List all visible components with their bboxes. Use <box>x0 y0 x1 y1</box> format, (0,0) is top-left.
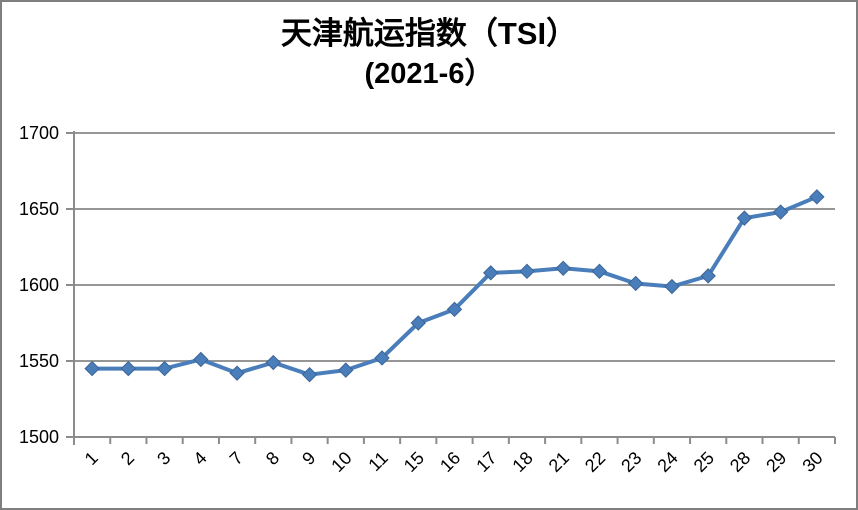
data-point-marker <box>483 265 499 281</box>
data-point-marker <box>446 301 463 318</box>
x-tick-label: 9 <box>298 448 319 469</box>
x-tick-label: 4 <box>189 448 210 469</box>
x-tick-label: 21 <box>545 448 573 476</box>
data-point-marker <box>374 350 390 366</box>
data-point-marker <box>193 351 209 368</box>
data-point-marker <box>229 365 245 381</box>
x-tick-label: 28 <box>726 448 754 476</box>
data-point-marker <box>410 315 426 331</box>
data-point-marker <box>519 263 535 280</box>
x-tick-label: 3 <box>153 448 174 469</box>
x-tick-label: 30 <box>798 448 826 476</box>
x-tick-label: 11 <box>364 448 391 475</box>
x-tick-label: 10 <box>327 448 355 476</box>
data-point-marker <box>84 360 100 377</box>
x-tick-label: 1 <box>81 448 102 469</box>
y-tick-label: 1650 <box>19 199 59 219</box>
x-tick-label: 2 <box>117 448 138 469</box>
x-tick-label: 8 <box>262 448 283 469</box>
x-tick-label: 7 <box>226 448 247 469</box>
data-point-marker <box>555 260 571 276</box>
data-point-marker <box>736 210 753 226</box>
data-point-marker <box>664 278 680 295</box>
data-point-marker <box>301 366 318 383</box>
x-tick-label: 23 <box>617 448 645 476</box>
x-tick-label: 22 <box>581 448 609 476</box>
data-point-marker <box>120 360 137 377</box>
data-point-marker <box>591 263 608 280</box>
y-tick-label: 1700 <box>19 123 59 143</box>
data-point-marker <box>809 189 825 205</box>
data-point-marker <box>156 360 173 377</box>
x-tick-label: 16 <box>436 448 464 476</box>
x-tick-label: 15 <box>400 448 428 476</box>
x-tick-label: 24 <box>653 448 681 476</box>
data-point-marker <box>627 275 644 292</box>
chart-title-line1: 天津航运指数（TSI） <box>280 16 578 51</box>
chart-title: 天津航运指数（TSI） (2021-6） <box>2 14 856 93</box>
y-tick-label: 1600 <box>19 275 59 295</box>
x-tick-label: 29 <box>762 448 790 476</box>
y-tick-label: 1550 <box>19 351 59 371</box>
chart-title-line2: (2021-6） <box>364 57 494 90</box>
data-point-marker <box>700 268 716 284</box>
y-tick-label: 1500 <box>19 427 59 447</box>
x-tick-label: 25 <box>690 448 718 476</box>
data-point-marker <box>772 204 789 220</box>
data-point-marker <box>338 362 354 378</box>
x-tick-label: 17 <box>472 448 500 476</box>
data-point-marker <box>265 354 282 371</box>
x-tick-label: 18 <box>508 448 536 476</box>
